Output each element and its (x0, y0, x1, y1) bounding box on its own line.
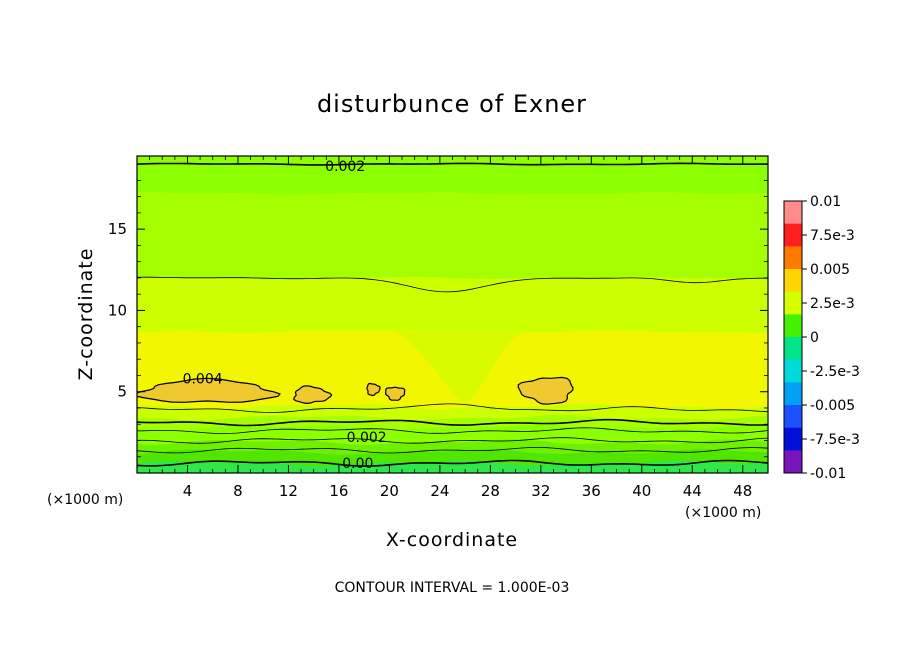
colorbar-label: -2.5e-3 (810, 364, 860, 380)
x-tick-label: 24 (430, 482, 449, 500)
chart-title: disturbunce of Exner (317, 90, 587, 118)
contour-line-6 (137, 447, 768, 454)
colorbar-swatch (784, 405, 802, 429)
contour-label-1: 0.004 (183, 372, 223, 388)
colorbar-label: -7.5e-3 (810, 432, 860, 448)
colorbar-swatch (784, 337, 802, 361)
contour-line-0 (137, 162, 768, 166)
colorbar-swatch (784, 450, 802, 474)
colorbar-swatch (784, 269, 802, 293)
y-tick-label: 10 (108, 301, 127, 319)
y-tick-label: 5 (117, 383, 127, 401)
colorbar-label: 0 (810, 330, 819, 346)
high-region-4 (517, 376, 574, 405)
x-tick-label: 8 (233, 482, 243, 500)
high-region-1 (293, 385, 333, 405)
colorbar-label: -0.01 (810, 466, 846, 482)
colorbar-swatch (784, 246, 802, 270)
contour-band-dip (389, 331, 529, 405)
x-tick-label: 44 (683, 482, 702, 500)
contour-band (137, 460, 768, 473)
colorbar-swatch (784, 314, 802, 338)
colorbar-label: 0.005 (810, 262, 850, 278)
colorbar-swatch (784, 201, 802, 225)
contour-band (137, 276, 768, 348)
contour-line-1 (137, 276, 768, 293)
colorbar-label: 2.5e-3 (810, 296, 855, 312)
x-unit-label: (×1000 m) (685, 505, 761, 521)
y-unit-label: (×1000 m) (47, 492, 123, 508)
y-tick-label: 15 (108, 220, 127, 238)
contour-band (137, 192, 768, 295)
colorbar-swatch (784, 223, 802, 247)
x-tick-label: 32 (531, 482, 550, 500)
colorbar-label: -0.005 (810, 398, 855, 414)
contour-labels: 0.002 0.004 0.002 0.00 (183, 159, 387, 472)
colorbar-label: 0.01 (810, 194, 841, 210)
contour-field (137, 156, 768, 473)
colorbar-swatch (784, 359, 802, 383)
x-tick-label: 4 (183, 482, 193, 500)
contour-label-2: 0.002 (347, 430, 387, 446)
x-tick-label: 28 (481, 482, 500, 500)
x-tick-label: 12 (279, 482, 298, 500)
colorbar-swatch (784, 427, 802, 451)
contour-label-3: 0.00 (342, 456, 373, 472)
colorbar-swatch (784, 291, 802, 315)
x-axis-label: X-coordinate (386, 529, 518, 551)
contour-line-3 (137, 418, 768, 427)
contour-label-0: 0.002 (325, 159, 365, 175)
colorbar-swatch (784, 382, 802, 406)
high-region-2 (366, 382, 381, 397)
x-tick-label: 36 (582, 482, 601, 500)
x-tick-label: 48 (733, 482, 752, 500)
contour-interval-note: CONTOUR INTERVAL = 1.000E-03 (335, 580, 570, 596)
high-region-3 (384, 386, 406, 401)
x-tick-label: 16 (329, 482, 348, 500)
minor-ticks (137, 156, 768, 473)
contour-lines (137, 162, 768, 467)
x-axis-ticks: 4 8 12 16 20 24 28 32 36 40 44 48 (183, 156, 752, 500)
contour-line-2 (137, 403, 768, 413)
colorbar: 0.01 7.5e-3 0.005 2.5e-3 0 -2.5e-3 -0.005 -7.5e… (783, 194, 860, 482)
contour-line-7 (137, 459, 768, 467)
colorbar-label: 7.5e-3 (810, 228, 855, 244)
y-axis-label: Z-coordinate (75, 248, 97, 381)
contour-line-4 (137, 427, 768, 435)
contour-line-5 (137, 437, 768, 444)
y-axis-ticks: 5 10 15 (108, 220, 768, 401)
x-tick-label: 40 (632, 482, 651, 500)
x-tick-label: 20 (380, 482, 399, 500)
